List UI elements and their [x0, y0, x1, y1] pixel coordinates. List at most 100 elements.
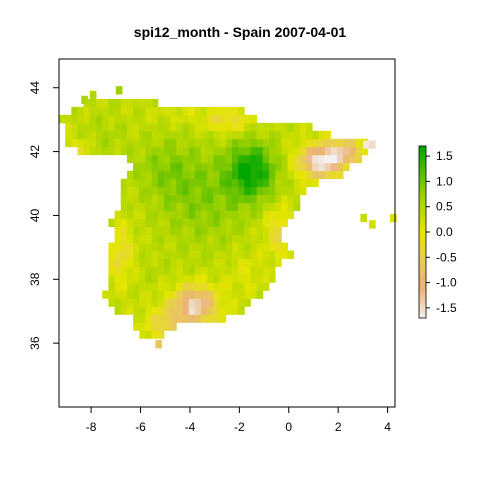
raster-cell: [145, 194, 153, 204]
raster-cell: [256, 186, 264, 196]
raster-cell: [188, 106, 196, 116]
raster-cell: [120, 306, 128, 315]
raster-cell: [164, 130, 171, 140]
colorbar-segment: [419, 260, 426, 264]
raster-cell: [188, 210, 196, 220]
raster-cell: [145, 242, 153, 251]
raster-cell: [120, 274, 128, 283]
raster-cell: [238, 170, 245, 180]
raster-cell: [250, 138, 258, 148]
raster-cell: [275, 138, 282, 148]
raster-cell: [170, 298, 177, 307]
raster-cell: [262, 154, 270, 164]
raster-cell: [287, 130, 295, 140]
colorbar-segment: [419, 315, 426, 319]
raster-cell: [269, 186, 276, 196]
raster-cell: [231, 250, 239, 259]
raster-cell: [269, 258, 276, 267]
raster-cell: [336, 146, 344, 156]
raster-cell: [188, 250, 196, 259]
raster-cell: [201, 250, 208, 259]
raster-cell: [256, 242, 264, 251]
raster-cell: [133, 98, 140, 108]
colorbar-segment: [419, 300, 426, 304]
raster-cell: [133, 146, 140, 156]
raster-cell: [269, 202, 276, 212]
y-tick-label: 36: [28, 336, 42, 350]
raster-cell: [182, 306, 190, 315]
raster-cell: [219, 146, 227, 156]
raster-cell: [231, 154, 239, 164]
raster-cell: [225, 218, 233, 228]
raster-cell: [139, 258, 146, 267]
raster-cell: [176, 234, 183, 243]
raster-cell: [219, 178, 227, 188]
raster-cell: [244, 218, 251, 228]
raster-cell: [188, 226, 196, 235]
raster-cell: [151, 178, 159, 188]
raster-cell: [238, 266, 245, 275]
raster-cell: [194, 146, 202, 156]
raster-cell: [133, 290, 140, 299]
raster-cell: [145, 218, 153, 228]
raster-cell: [108, 138, 115, 148]
raster-cell: [312, 178, 319, 188]
raster-cell: [336, 170, 344, 180]
raster-cell: [213, 162, 220, 172]
raster-cell: [324, 154, 332, 164]
raster-cell: [164, 138, 171, 148]
raster-cell: [65, 130, 72, 140]
raster-cell: [225, 186, 233, 196]
raster-cell: [293, 194, 301, 204]
raster-cell: [244, 138, 251, 148]
raster-cell: [115, 86, 123, 95]
raster-cell: [201, 146, 208, 156]
raster-cell: [275, 122, 282, 132]
raster-cell: [219, 274, 227, 283]
raster-cell: [114, 98, 122, 108]
raster-cell: [176, 114, 183, 124]
raster-cell: [207, 106, 214, 116]
raster-cell: [139, 218, 146, 228]
y-tick-label: 42: [28, 145, 42, 159]
raster-cell: [133, 122, 140, 132]
raster-cell: [108, 258, 115, 267]
raster-cell: [120, 122, 128, 132]
raster-cell: [293, 154, 301, 164]
raster-cell: [250, 170, 258, 180]
raster-cell: [108, 114, 115, 124]
raster-cell: [126, 146, 134, 156]
raster-cell: [225, 250, 233, 259]
raster-cell: [194, 114, 202, 124]
raster-cell: [275, 226, 282, 235]
raster-cell: [157, 330, 165, 339]
raster-cell: [126, 274, 134, 283]
raster-cell: [250, 130, 258, 140]
raster-cell: [287, 162, 295, 172]
raster-cell: [126, 98, 134, 108]
raster-cell: [225, 146, 233, 156]
raster-cell: [250, 226, 258, 235]
raster-cell: [269, 266, 276, 275]
raster-cell: [262, 218, 270, 228]
colorbar-tick-label: 1.5: [436, 149, 453, 163]
raster-cell: [324, 162, 332, 172]
raster-cell: [151, 98, 159, 108]
raster-cell: [188, 186, 196, 196]
raster-cell: [102, 130, 109, 140]
raster-cell: [157, 282, 165, 291]
raster-cell: [133, 130, 140, 140]
raster-cell: [250, 178, 258, 188]
raster-cell: [151, 250, 159, 259]
raster-cell: [188, 130, 196, 140]
colorbar-segment: [419, 275, 426, 279]
colorbar-segment: [419, 203, 426, 207]
colorbar-segment: [419, 206, 426, 210]
raster-cell: [133, 258, 140, 267]
raster-cell: [343, 146, 350, 156]
raster-cell: [306, 130, 313, 140]
raster-cell: [244, 258, 251, 267]
raster-cell: [238, 290, 245, 299]
raster-cell: [201, 154, 208, 164]
x-tick-label: 4: [384, 420, 391, 434]
